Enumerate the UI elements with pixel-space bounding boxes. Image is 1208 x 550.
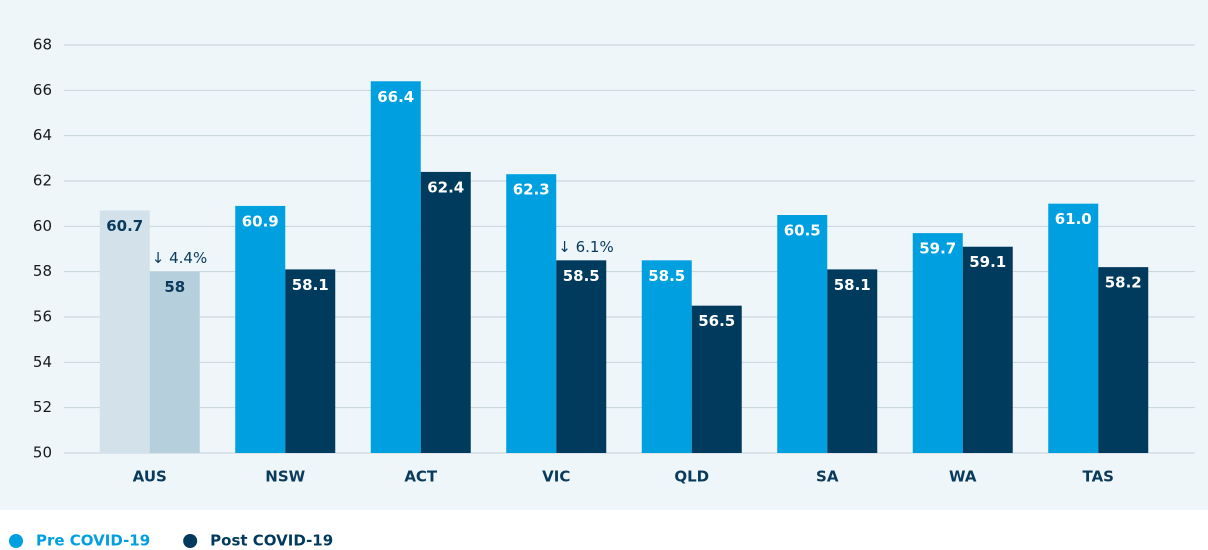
y-tick-label: 64 — [33, 126, 52, 144]
bar — [1098, 267, 1149, 453]
value-label: 62.3 — [513, 181, 550, 199]
x-tick-label: VIC — [542, 468, 570, 486]
y-tick-label: 54 — [33, 353, 52, 371]
legend-label: Pre COVID-19 — [36, 532, 150, 550]
bar — [962, 246, 1013, 453]
value-label: 58 — [164, 278, 185, 296]
value-label: 66.4 — [377, 88, 414, 106]
value-label: 61.0 — [1055, 210, 1092, 228]
bar — [777, 215, 828, 453]
bar — [641, 260, 692, 453]
value-label: 62.4 — [427, 178, 464, 196]
y-tick-label: 52 — [33, 398, 52, 416]
x-tick-label: NSW — [265, 468, 305, 486]
bar — [285, 269, 336, 453]
y-tick-label: 56 — [33, 308, 52, 326]
legend-marker — [183, 534, 198, 548]
value-label: 58.5 — [648, 267, 685, 285]
bar — [556, 260, 607, 453]
annotation: ↓ 4.4% — [152, 249, 207, 267]
y-tick-label: 58 — [33, 262, 52, 280]
bar — [827, 269, 878, 453]
bar — [149, 271, 200, 453]
x-tick-label: AUS — [133, 468, 167, 486]
bar — [420, 171, 471, 453]
value-label: 58.1 — [834, 276, 871, 294]
value-label: 58.5 — [563, 267, 600, 285]
bar — [506, 174, 557, 453]
bar — [370, 81, 421, 454]
value-label: 59.7 — [919, 240, 956, 258]
x-tick-label: TAS — [1083, 468, 1114, 486]
bar — [691, 305, 742, 453]
value-label: 60.5 — [784, 222, 821, 240]
legend-label: Post COVID-19 — [210, 532, 333, 550]
y-tick-label: 50 — [33, 444, 52, 462]
bar — [1048, 203, 1099, 453]
legend-marker — [9, 534, 23, 548]
y-tick-label: 60 — [33, 217, 52, 235]
x-tick-label: QLD — [674, 468, 709, 486]
value-label: 56.5 — [698, 312, 735, 330]
value-label: 59.1 — [969, 253, 1006, 271]
value-label: 58.1 — [292, 276, 329, 294]
bar — [235, 205, 286, 453]
value-label: 60.7 — [106, 217, 143, 235]
x-tick-label: ACT — [404, 468, 438, 486]
annotation: ↓ 6.1% — [558, 238, 613, 256]
y-tick-label: 68 — [33, 36, 52, 54]
bar — [912, 233, 963, 453]
y-tick-label: 66 — [33, 81, 52, 99]
value-label: 58.2 — [1105, 274, 1142, 292]
y-tick-label: 62 — [33, 172, 52, 190]
bar — [99, 210, 150, 453]
x-tick-label: SA — [816, 468, 839, 486]
x-tick-label: WA — [949, 468, 977, 486]
value-label: 60.9 — [242, 212, 279, 230]
